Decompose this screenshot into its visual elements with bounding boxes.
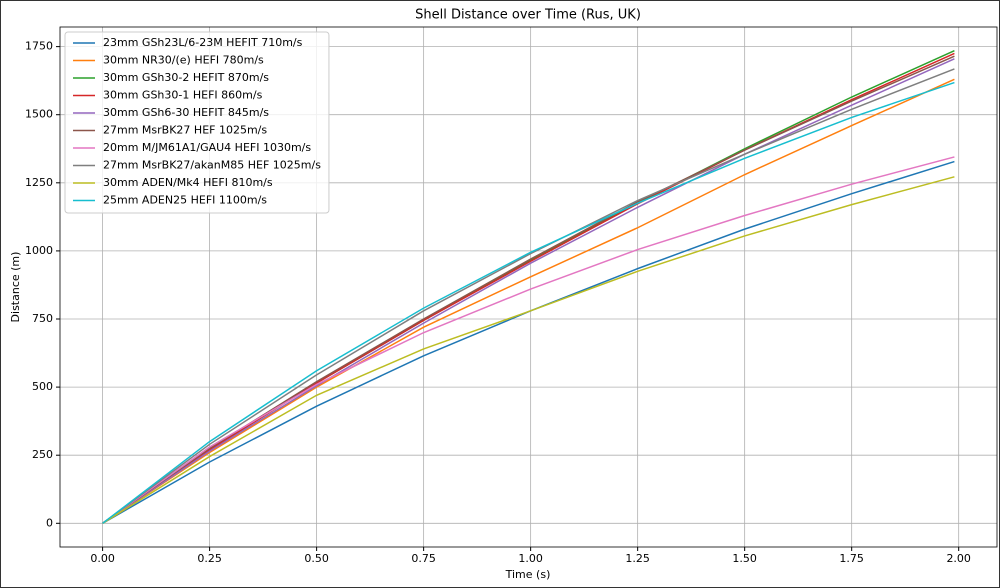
plot-frame xyxy=(59,26,998,548)
x-tick-label: 1.25 xyxy=(625,552,650,565)
y-tick-label: 500 xyxy=(32,380,53,393)
legend-label: 30mm GSh6-30 HEFIT 845m/s xyxy=(103,106,269,119)
y-tick-label: 0 xyxy=(46,516,53,529)
legend-label: 27mm MsrBK27 HEF 1025m/s xyxy=(103,124,267,137)
series-line xyxy=(102,78,955,524)
legend-label: 30mm ADEN/Mk4 HEFI 810m/s xyxy=(103,176,273,189)
legend-label: 30mm GSh30-2 HEFIT 870m/s xyxy=(103,71,269,84)
series-line xyxy=(102,58,955,524)
x-tick-label: 1.00 xyxy=(518,552,543,565)
legend: 23mm GSh23L/6-23M HEFIT 710m/s 30mm NR30/… xyxy=(64,31,330,214)
legend-box xyxy=(64,31,330,214)
x-tick-label: 2.00 xyxy=(946,552,971,565)
y-tick-label: 1000 xyxy=(25,244,53,257)
legend-label: 23mm GSh23L/6-23M HEFIT 710m/s xyxy=(103,36,303,49)
legend-label: 20mm M/JM61A1/GAU4 HEFI 1030m/s xyxy=(103,141,311,154)
y-tick-label: 1500 xyxy=(25,108,53,121)
x-tick-label: 1.75 xyxy=(839,552,864,565)
series-line xyxy=(102,156,955,524)
x-tick-label: 0.75 xyxy=(411,552,436,565)
y-tick-label: 1750 xyxy=(25,40,53,53)
series-line xyxy=(102,68,955,524)
chart-title: Shell Distance over Time (Rus, UK) xyxy=(415,8,641,23)
y-axis-label: Distance (m) xyxy=(9,252,22,323)
legend-label: 27mm MsrBK27/akanM85 HEF 1025m/s xyxy=(103,159,321,172)
y-tick-label: 250 xyxy=(32,448,53,461)
x-tick-label: 0.00 xyxy=(90,552,115,565)
legend-label: 30mm NR30/(e) HEFI 780m/s xyxy=(103,54,264,67)
series-line xyxy=(102,176,955,524)
y-tick-label: 1250 xyxy=(25,176,53,189)
x-tick-label: 0.50 xyxy=(304,552,329,565)
x-tick-label: 1.50 xyxy=(732,552,757,565)
series-line xyxy=(102,52,955,524)
legend-label: 25mm ADEN25 HEFI 1100m/s xyxy=(103,194,267,207)
series-line xyxy=(102,81,955,524)
x-tick-label: 0.25 xyxy=(197,552,222,565)
x-axis-label: Time (s) xyxy=(505,568,551,581)
y-tick-label: 750 xyxy=(32,312,53,325)
legend-label: 30mm GSh30-1 HEFI 860m/s xyxy=(103,89,263,102)
